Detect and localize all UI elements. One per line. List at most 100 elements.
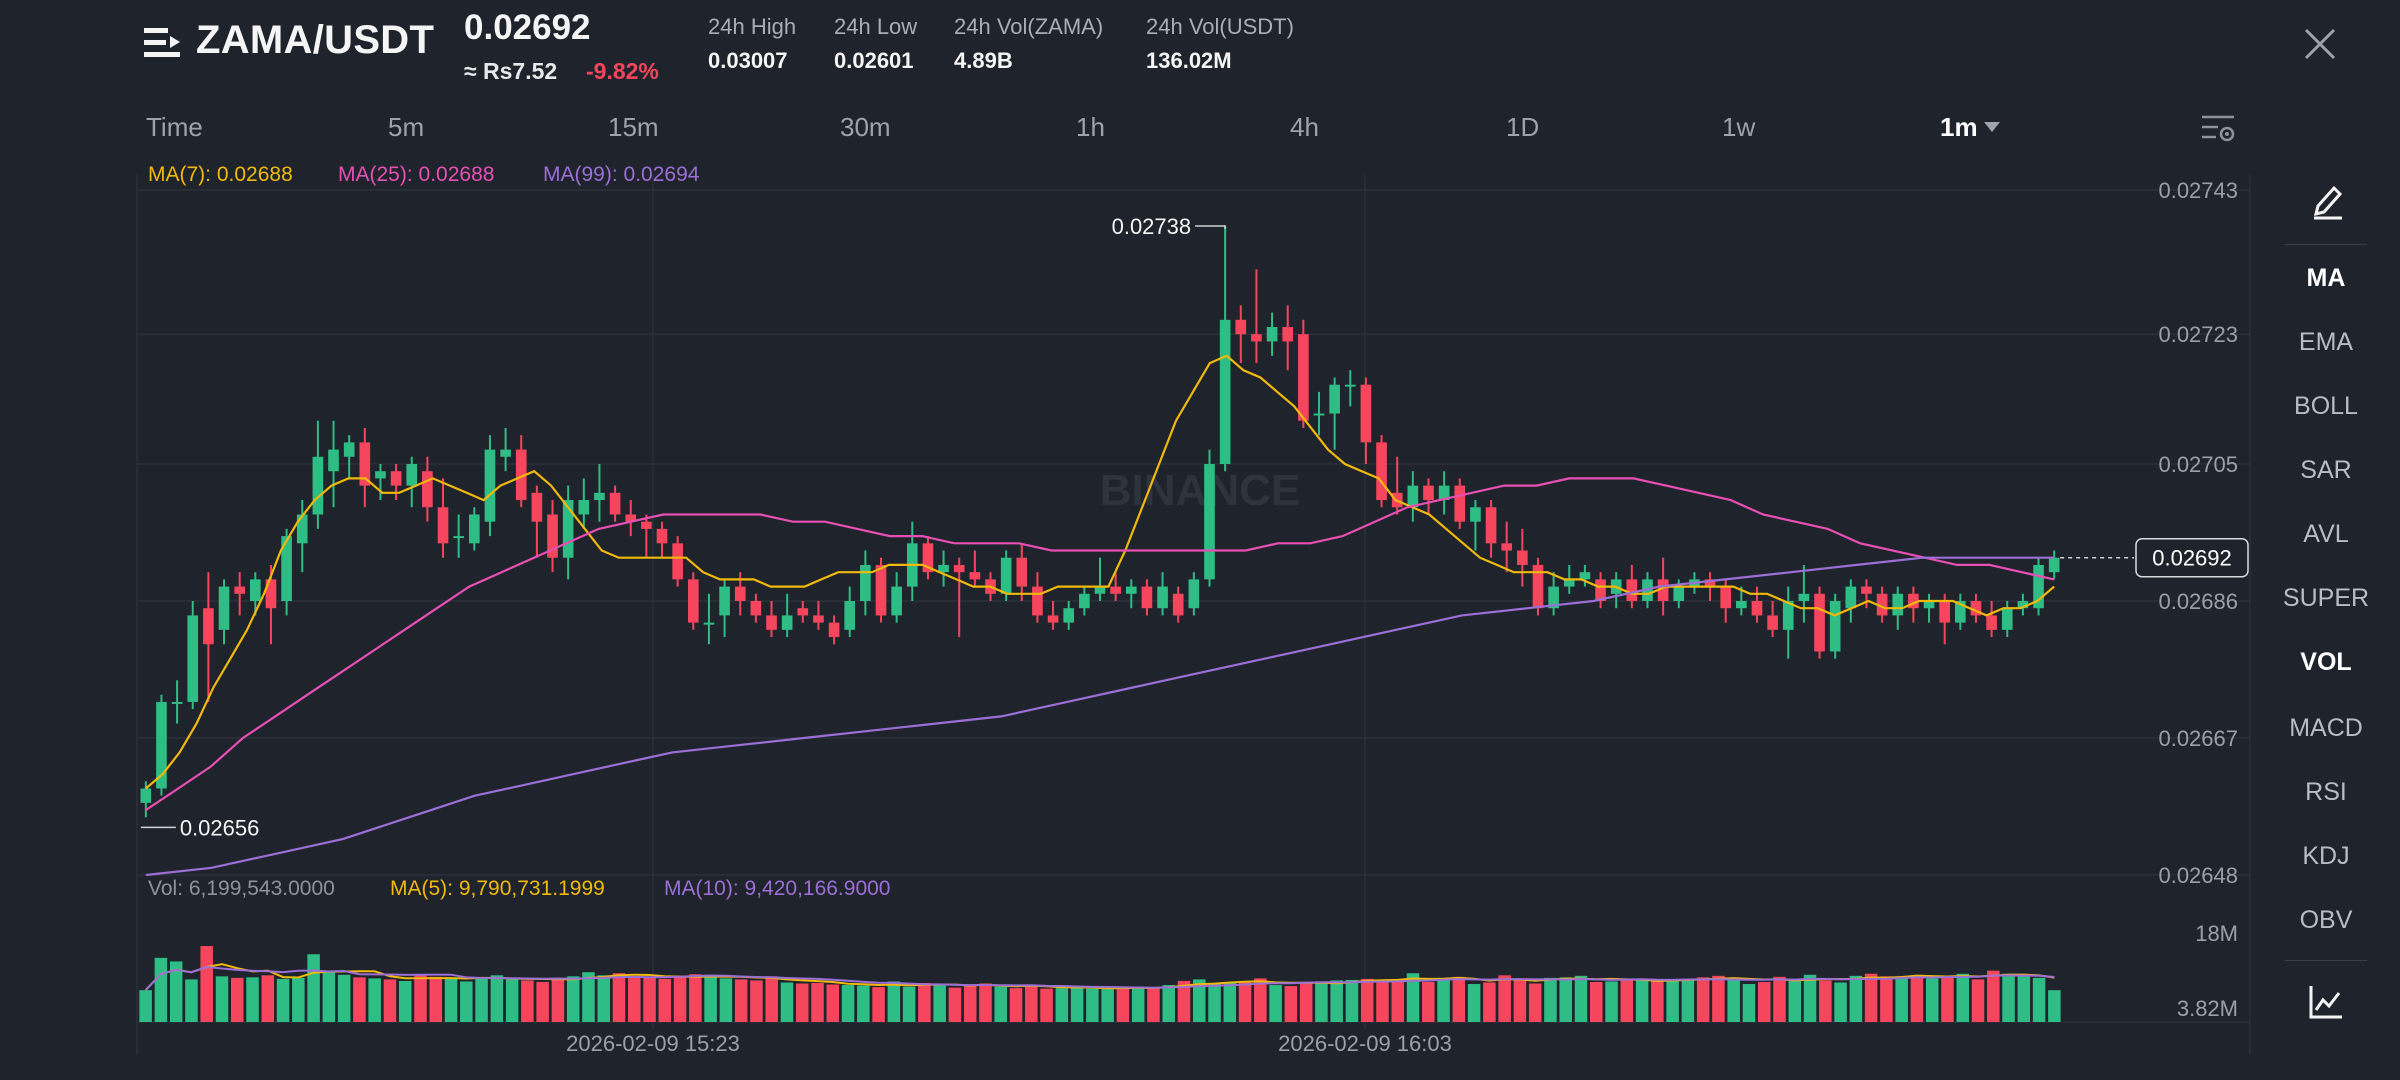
candle-body xyxy=(719,586,730,616)
tab-1h[interactable]: 1h xyxy=(1076,112,1105,142)
candle-body xyxy=(1657,579,1669,601)
candle-body xyxy=(1251,334,1262,342)
volume-bar xyxy=(872,987,885,1022)
price-axis-label: 0.02686 xyxy=(2158,589,2238,614)
candle-body xyxy=(1172,593,1184,616)
candle-body xyxy=(171,701,183,704)
volume-bar xyxy=(1971,979,1985,1022)
chart-settings-icon[interactable] xyxy=(2200,112,2236,144)
sidebar-divider xyxy=(2285,960,2367,961)
chevron-down-icon[interactable] xyxy=(1984,122,2000,132)
volume-bar xyxy=(1727,978,1740,1022)
indicator-super[interactable]: SUPER xyxy=(2282,584,2370,612)
volume-bar xyxy=(765,976,778,1022)
volume-bar xyxy=(597,975,610,1022)
pencil-draw-icon[interactable] xyxy=(2310,180,2346,220)
volume-bar xyxy=(1910,975,1924,1022)
candle-body xyxy=(249,579,261,601)
candle-body xyxy=(1125,586,1137,594)
tab-1m[interactable]: 1m xyxy=(1940,112,1978,142)
indicator-ema[interactable]: EMA xyxy=(2298,328,2354,356)
candle-body xyxy=(2033,564,2044,609)
volume-bar xyxy=(658,978,672,1022)
volume-bar xyxy=(307,954,320,1022)
volume-bar xyxy=(566,976,580,1022)
volume-bar xyxy=(1849,975,1863,1022)
candle-body xyxy=(1548,586,1559,609)
candle-body xyxy=(484,449,496,522)
candle-body xyxy=(281,536,292,601)
volume-bar xyxy=(2017,975,2031,1022)
indicator-obv[interactable]: OBV xyxy=(2299,906,2353,934)
menu-icon[interactable] xyxy=(144,26,182,60)
candle-body xyxy=(1767,615,1778,630)
indicator-kdj[interactable]: KDJ xyxy=(2302,842,2350,870)
volume-bar xyxy=(261,975,275,1022)
volume-bar xyxy=(1437,977,1450,1022)
stat-24h-high-label: 24h High xyxy=(708,14,797,39)
volume-bar xyxy=(1238,981,1252,1022)
candle-body xyxy=(594,492,605,501)
candle-body xyxy=(672,543,683,580)
candle-body xyxy=(328,449,339,472)
time-axis-label: 2026-02-09 16:03 xyxy=(1278,1031,1452,1056)
candle-body xyxy=(1845,586,1857,609)
candle-body xyxy=(422,471,433,508)
trading-pair-title[interactable]: ZAMA/USDT xyxy=(196,18,435,62)
tab-4h[interactable]: 4h xyxy=(1290,112,1319,142)
candle-body xyxy=(1563,579,1575,587)
volume-bar xyxy=(2032,977,2046,1022)
tab-30m[interactable]: 30m xyxy=(840,112,891,142)
time-axis-label: 2026-02-09 15:23 xyxy=(566,1031,740,1056)
candle-body xyxy=(390,471,402,486)
volume-bar xyxy=(1467,984,1481,1022)
close-icon[interactable] xyxy=(2300,24,2340,64)
volume-bar xyxy=(1315,981,1328,1022)
tab-1d[interactable]: 1D xyxy=(1506,112,1540,142)
volume-bar xyxy=(1498,975,1511,1022)
indicator-sar[interactable]: SAR xyxy=(2300,456,2352,484)
volume-bar xyxy=(215,976,229,1022)
candle-body xyxy=(203,608,214,645)
candle-body xyxy=(781,615,793,630)
volume-bar xyxy=(826,984,840,1022)
stat-24h-vol-base-label: 24h Vol(ZAMA) xyxy=(954,14,1104,39)
indicator-vol[interactable]: VOL xyxy=(2300,648,2352,676)
tab-time[interactable]: Time xyxy=(146,112,203,142)
candle-body xyxy=(1673,586,1685,601)
price-change-percent: -9.82% xyxy=(586,58,659,84)
volume-bar xyxy=(704,974,717,1022)
volume-bar xyxy=(857,985,870,1022)
stat-24h-vol-base-value: 4.89B xyxy=(954,48,1013,73)
candle-body xyxy=(1204,464,1215,580)
tab-5m[interactable]: 5m xyxy=(388,112,425,142)
volume-bar xyxy=(963,985,977,1022)
indicator-boll[interactable]: BOLL xyxy=(2294,392,2358,420)
volume-bar xyxy=(948,987,962,1022)
volume-bar xyxy=(414,974,427,1022)
candle-body xyxy=(187,615,199,702)
volume-bar xyxy=(353,977,366,1022)
tab-15m[interactable]: 15m xyxy=(608,112,659,142)
indicator-macd[interactable]: MACD xyxy=(2289,714,2363,742)
indicator-avl[interactable]: AVL xyxy=(2303,520,2349,548)
indicator-rsi[interactable]: RSI xyxy=(2305,778,2347,806)
volume-bar xyxy=(1788,980,1802,1022)
volume-bar xyxy=(902,986,916,1022)
volume-bar xyxy=(628,976,641,1022)
volume-bar xyxy=(1284,986,1298,1022)
volume-bar xyxy=(154,957,168,1022)
candle-body xyxy=(1079,593,1090,609)
indicator-ma[interactable]: MA xyxy=(2306,264,2346,292)
moving-average-line xyxy=(145,354,2055,790)
volume-bar xyxy=(1360,978,1374,1022)
candle-body xyxy=(1110,586,1121,594)
candle-body xyxy=(1517,550,1528,565)
volume-bar xyxy=(460,981,473,1022)
volume-ma-line xyxy=(144,963,2055,991)
tab-1w[interactable]: 1w xyxy=(1722,112,1756,142)
candle-body xyxy=(1485,507,1497,544)
line-chart-icon[interactable] xyxy=(2308,984,2344,1020)
volume-bar xyxy=(169,961,183,1022)
